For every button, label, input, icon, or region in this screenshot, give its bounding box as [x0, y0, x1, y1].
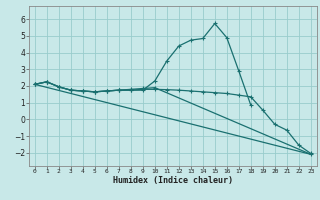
- X-axis label: Humidex (Indice chaleur): Humidex (Indice chaleur): [113, 176, 233, 185]
